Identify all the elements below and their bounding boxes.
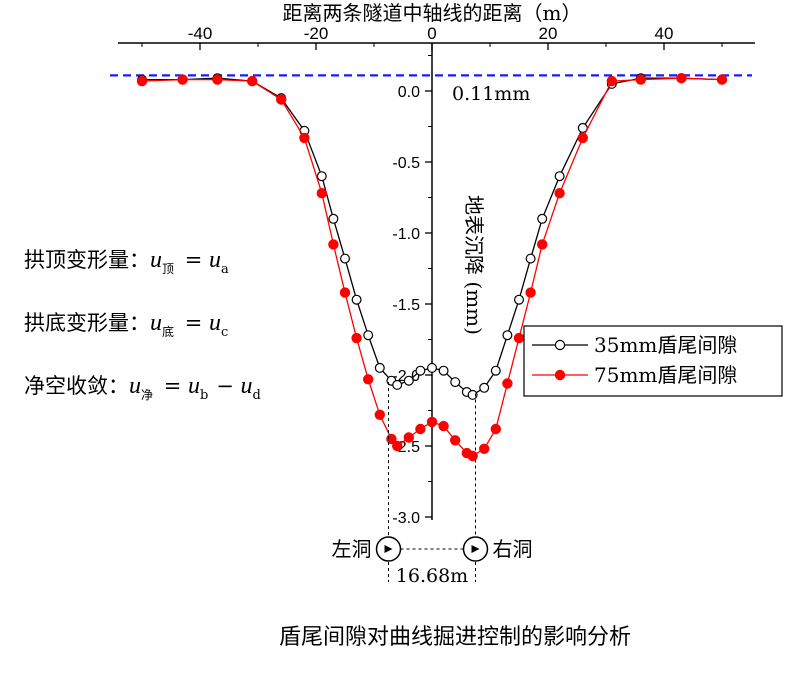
series-2-point xyxy=(577,132,589,144)
x-tick-label: 40 xyxy=(655,24,674,43)
series-2-point xyxy=(328,239,339,250)
series-2-point xyxy=(212,74,223,85)
series-2-point xyxy=(606,75,618,87)
series-2-point xyxy=(716,74,728,85)
x-tick-label: 20 xyxy=(539,24,558,43)
series-1-point xyxy=(450,377,461,388)
series-2-point xyxy=(479,443,490,454)
series-2-point xyxy=(276,94,287,105)
series-1-point xyxy=(340,253,351,264)
series-1-point xyxy=(502,330,513,341)
x-tick-label: -20 xyxy=(304,24,329,43)
y-tick-label: 0.0 xyxy=(398,84,420,101)
series-2-point xyxy=(502,378,513,389)
x-axis-title: 距离两条隧道中轴线的距离（m） xyxy=(283,1,582,25)
series-2-point xyxy=(316,187,327,199)
y-axis-title: 地表沉降 (mm) xyxy=(462,195,486,335)
series-1-point xyxy=(316,171,327,182)
formula-1: 拱顶变形量：u顶 = ua xyxy=(24,247,230,277)
series-2-point xyxy=(351,332,362,344)
series-1-point xyxy=(427,362,438,373)
y-tick-label: -1.5 xyxy=(392,297,420,314)
series-1-point xyxy=(467,389,478,400)
series-1-point xyxy=(392,379,403,390)
formula-2: 拱底变形量：u底 = uc xyxy=(24,310,230,340)
series-1-point xyxy=(490,365,501,376)
left-shield-icon xyxy=(384,545,393,553)
series-2-point xyxy=(403,432,414,443)
series-1-point xyxy=(351,294,362,305)
series-2-point xyxy=(525,287,536,298)
series-2-point xyxy=(136,75,148,87)
series-2-point xyxy=(537,239,548,250)
series-2-point xyxy=(554,187,565,199)
series-1-point xyxy=(403,375,414,386)
y-tick-label: -0.5 xyxy=(392,155,420,172)
series-1-point xyxy=(328,213,339,224)
legend-box xyxy=(523,325,783,397)
series-2-point xyxy=(339,287,351,298)
series-1-point xyxy=(525,253,536,264)
series-1-point xyxy=(363,330,374,341)
x-tick-label: -40 xyxy=(188,24,213,43)
series-2-point xyxy=(363,374,374,385)
legend-marker-2 xyxy=(554,369,566,381)
series-1-point xyxy=(374,362,385,373)
series-1-point xyxy=(537,213,548,224)
series-1-point xyxy=(513,294,524,305)
series-2-point xyxy=(392,440,403,452)
legend-marker-1 xyxy=(554,339,566,351)
tunnel-spacing-label: 16.68m xyxy=(396,565,468,587)
legend-label-1: 35mm盾尾间隙 xyxy=(594,333,737,357)
series-2-point xyxy=(676,72,687,84)
right-tunnel-label: 右洞 xyxy=(493,537,533,561)
series-2-point xyxy=(467,450,478,462)
series-1-point xyxy=(438,365,449,376)
series-1-point xyxy=(479,382,490,393)
series-2-point xyxy=(490,423,501,435)
series-2-point xyxy=(635,74,647,85)
series-1-point xyxy=(554,171,565,182)
series-2-point xyxy=(450,435,461,446)
right-shield-icon xyxy=(471,545,480,553)
series-2-point xyxy=(374,409,385,420)
formula-3: 净空收敛：u净 = ub − ud xyxy=(24,373,262,403)
series-2-point xyxy=(299,132,310,144)
series-2-point xyxy=(438,420,449,432)
series-1-point xyxy=(415,365,426,376)
series-2-point xyxy=(246,75,258,87)
x-tick-label: 0 xyxy=(427,24,436,43)
reference-line-label: 0.11mm xyxy=(452,83,530,105)
series-2-point xyxy=(415,423,426,435)
figure-caption: 盾尾间隙对曲线掘进控制的影响分析 xyxy=(279,625,631,650)
series-2-point xyxy=(386,433,397,445)
series-2-point xyxy=(513,332,525,344)
y-tick-label: -3.0 xyxy=(392,510,420,527)
left-tunnel-label: 左洞 xyxy=(332,537,372,561)
y-tick-label: -1.0 xyxy=(392,226,420,243)
legend-label-2: 75mm盾尾间隙 xyxy=(594,363,737,387)
series-2-point xyxy=(177,74,188,85)
series-2-point xyxy=(426,416,438,428)
